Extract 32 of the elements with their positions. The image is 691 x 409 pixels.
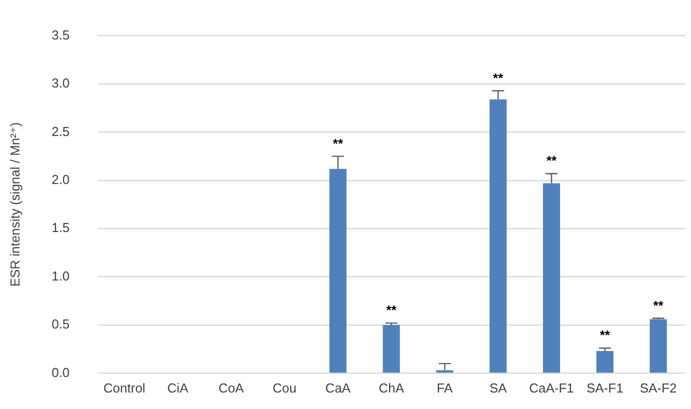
x-tick-label: CiA <box>167 380 189 396</box>
annotation: ** <box>546 153 558 168</box>
bar <box>382 325 400 373</box>
x-tick-label: Cou <box>272 380 296 396</box>
x-tick-label: SA <box>489 380 508 396</box>
y-tick-label: 0.0 <box>52 364 70 380</box>
x-tick-label: CaA <box>325 380 351 396</box>
y-tick-label: 3.5 <box>52 27 70 42</box>
x-tick-label: CaA-F1 <box>529 380 574 396</box>
x-tick-label: ChA <box>378 380 404 396</box>
annotation: ** <box>653 298 664 313</box>
x-tick-label: SA-F2 <box>640 380 677 396</box>
bar <box>542 183 560 373</box>
x-tick-label: CoA <box>218 380 244 396</box>
x-tick-label: Control <box>103 380 146 396</box>
y-tick-label: 0.5 <box>52 316 70 332</box>
bar <box>490 99 507 373</box>
annotation: ** <box>386 302 398 318</box>
x-tick-label: SA-F1 <box>586 380 624 396</box>
y-tick-label: 3.0 <box>52 76 70 91</box>
annotation: ** <box>332 136 344 151</box>
y-axis-title: ESR intensity (signal / Mn²⁺) <box>7 122 22 287</box>
x-tick-label: FA <box>436 380 453 396</box>
bar <box>329 168 346 373</box>
bar <box>596 351 614 373</box>
y-tick-label: 2.5 <box>52 124 70 139</box>
y-tick-label: 2.0 <box>52 172 70 187</box>
annotation: ** <box>493 70 504 86</box>
annotation: ** <box>600 328 611 343</box>
bar <box>650 319 667 373</box>
y-tick-label: 1.0 <box>52 268 70 284</box>
y-tick-label: 1.5 <box>52 220 70 236</box>
